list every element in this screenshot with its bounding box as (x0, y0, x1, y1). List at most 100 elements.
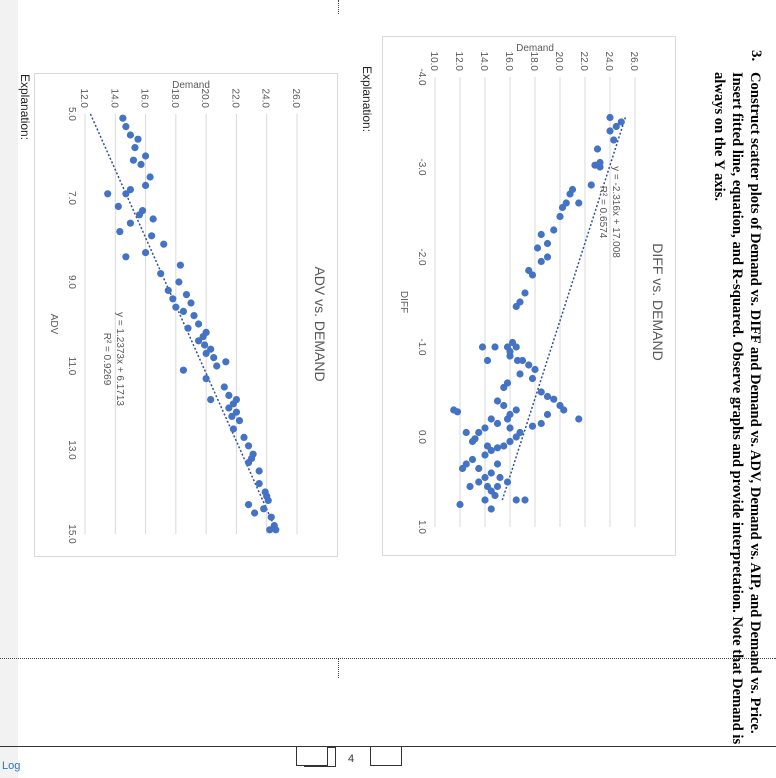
data-point (610, 136, 618, 144)
data-point (487, 469, 495, 477)
footer-fragment[interactable]: Log (2, 760, 21, 772)
question-number: 3. (748, 50, 764, 62)
data-point (190, 312, 198, 320)
data-point (114, 202, 122, 210)
data-point (483, 442, 492, 450)
data-point (456, 500, 464, 509)
data-point (250, 509, 259, 517)
data-point (513, 356, 522, 365)
data-point (537, 257, 545, 266)
y-tick-label: 12.0 (78, 89, 89, 109)
data-point (550, 395, 558, 403)
data-point (175, 278, 183, 286)
x-tick-label: 11.0 (66, 357, 77, 376)
chart-adv-vs-demand[interactable]: ADV vs. DEMAND 12.0 14.0 16.0 18.0 20.0 22.0 24… (34, 73, 338, 557)
data-point (591, 161, 599, 169)
y-tick-label: 18.0 (528, 52, 539, 72)
data-point (131, 144, 139, 152)
data-point (134, 135, 142, 143)
data-point (255, 480, 263, 488)
data-point (137, 160, 145, 169)
data-point (483, 482, 492, 491)
y-tick-label: 20.0 (553, 52, 564, 72)
data-point (481, 496, 489, 504)
data-point (264, 496, 272, 504)
data-point (202, 375, 210, 383)
data-point (512, 496, 520, 504)
data-point (187, 299, 195, 307)
data-point (135, 211, 144, 219)
data-point (116, 228, 124, 236)
data-point (500, 401, 508, 410)
y-tick-label: 26.0 (290, 89, 301, 109)
data-point (232, 408, 241, 416)
data-point (506, 424, 514, 432)
explanation-label-2: Explanation: (18, 74, 32, 141)
data-point (617, 118, 625, 126)
data-point (481, 451, 489, 459)
data-point (126, 219, 135, 227)
data-point (129, 156, 138, 164)
r-squared-label: R² = 0.6574 (597, 186, 608, 239)
mid-page-break-dots (338, 658, 345, 678)
data-point (122, 253, 130, 261)
data-point (202, 349, 210, 357)
data-point (207, 345, 215, 353)
chart-title: ADV vs. DEMAND (312, 266, 328, 381)
data-point (225, 391, 233, 399)
x-tick-label: 9.0 (66, 275, 77, 289)
data-point (543, 253, 552, 261)
data-point (537, 388, 545, 396)
data-point (528, 271, 537, 279)
data-point (179, 366, 188, 374)
data-point (512, 433, 520, 441)
data-point (483, 356, 492, 365)
x-tick-label: 0.0 (416, 430, 427, 444)
y-tick-label: 14.0 (108, 89, 119, 109)
data-point (521, 496, 529, 504)
data-point (543, 239, 552, 248)
y-tick-label: 16.0 (139, 89, 150, 109)
data-point (225, 404, 233, 412)
chart-diff-vs-demand[interactable]: DIFF vs. DEMAND 10.0 12.0 14.0 16.0 18.0 20.0 2… (382, 36, 676, 556)
data-point (468, 437, 477, 446)
data-point (182, 291, 191, 299)
y-tick-label: 20.0 (199, 89, 210, 109)
data-point (478, 343, 487, 351)
data-point (244, 501, 253, 509)
data-point (126, 186, 135, 194)
data-point (141, 249, 150, 257)
x-tick-label: 5.0 (66, 107, 77, 121)
data-point (496, 473, 504, 482)
data-point (194, 320, 203, 328)
data-point (272, 526, 280, 534)
data-point (568, 185, 577, 194)
data-point (533, 244, 542, 252)
data-point (528, 374, 537, 383)
data-point (487, 415, 495, 423)
data-point (210, 354, 218, 362)
question-text: Construct scatter plots of Demand vs. DI… (711, 72, 763, 745)
data-point (458, 464, 467, 473)
y-tick-label: 26.0 (628, 52, 639, 72)
data-point (512, 302, 520, 311)
data-point (612, 122, 620, 131)
data-point (213, 362, 221, 370)
data-point (493, 444, 502, 452)
data-point (149, 215, 157, 223)
data-point (518, 356, 527, 365)
data-point (493, 482, 502, 491)
y-tick-label: 12.0 (453, 52, 464, 72)
data-point (148, 232, 156, 240)
data-point (537, 419, 545, 428)
data-point (169, 295, 177, 303)
data-point (543, 392, 552, 401)
page-number: 4 (348, 753, 355, 765)
data-point (184, 324, 192, 332)
left-page-break-dots (338, 0, 345, 14)
data-point (525, 361, 533, 369)
data-point (141, 152, 150, 160)
data-point (260, 505, 268, 513)
data-point (543, 410, 552, 419)
